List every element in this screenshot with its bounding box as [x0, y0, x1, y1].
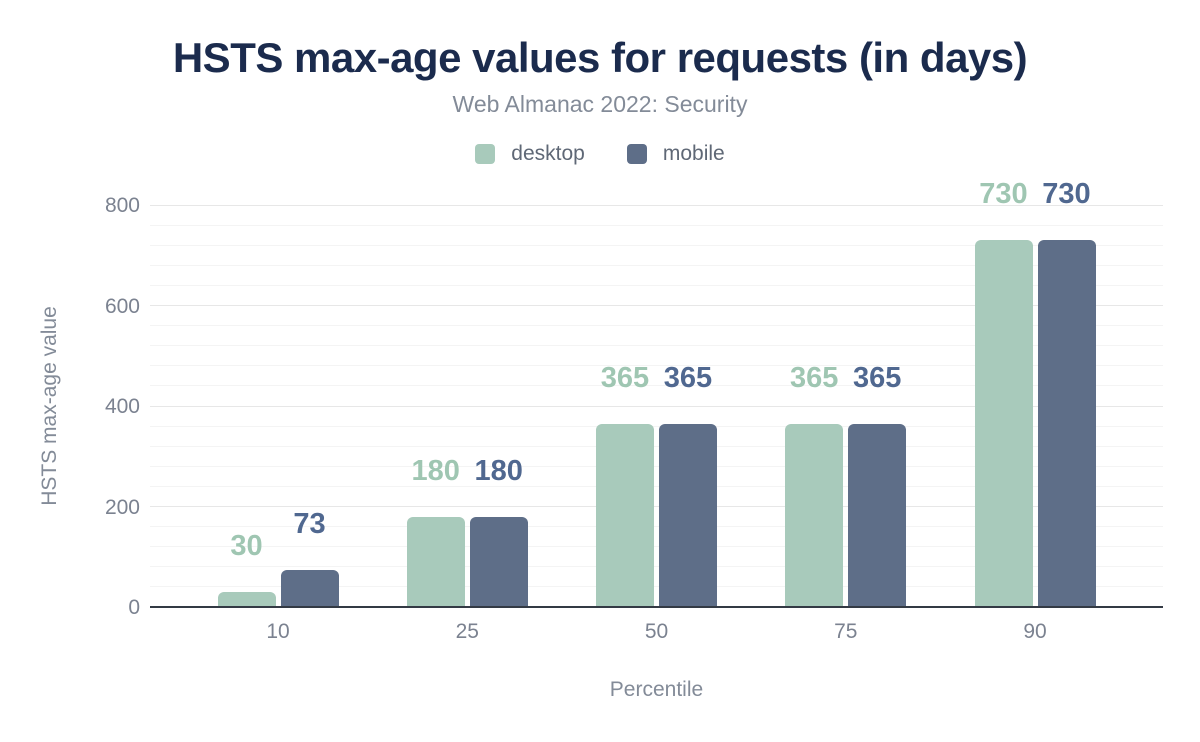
minor-gridline — [150, 586, 1163, 588]
bar-value-label-desktop-p90: 730 — [979, 178, 1028, 211]
minor-gridline — [150, 485, 1163, 487]
major-gridline — [150, 305, 1163, 306]
minor-gridline — [150, 546, 1163, 548]
bar-value-label-mobile-p75: 365 — [853, 361, 902, 394]
bar-value-label-mobile-p90: 730 — [1042, 178, 1091, 211]
major-gridline — [150, 506, 1163, 507]
major-gridline — [150, 204, 1163, 206]
minor-gridline — [150, 264, 1163, 266]
y-tick-label: 400 — [104, 395, 140, 418]
bar-desktop-p25[interactable] — [406, 516, 465, 607]
minor-gridline — [150, 325, 1163, 327]
legend-label-mobile: mobile — [662, 142, 725, 165]
major-gridline — [150, 405, 1163, 407]
minor-gridline — [150, 526, 1163, 528]
legend-swatch-mobile — [626, 144, 647, 164]
bar-mobile-p10[interactable] — [280, 570, 339, 607]
bar-value-label-desktop-p10: 30 — [230, 529, 263, 562]
bar-value-label-desktop-p50: 365 — [600, 361, 650, 394]
bar-desktop-p50[interactable] — [596, 423, 654, 607]
legend-swatch-desktop — [475, 144, 496, 164]
bar-desktop-p10[interactable] — [217, 591, 276, 607]
x-tick-label: 75 — [834, 620, 858, 643]
bar-value-label-mobile-p10: 73 — [293, 508, 326, 541]
minor-gridline — [150, 365, 1163, 367]
bar-value-label-desktop-p25: 180 — [411, 454, 460, 487]
legend: desktop mobile — [0, 142, 1200, 166]
y-tick-label: 600 — [104, 294, 140, 318]
bar-value-label-desktop-p75: 365 — [790, 361, 839, 394]
minor-gridline — [150, 385, 1163, 387]
x-axis-line — [150, 606, 1163, 608]
x-axis-title: Percentile — [609, 678, 704, 701]
plot-area: 30 73 10 180 180 25 365 365 50 365 365 75 730 730 90 — [150, 180, 1163, 642]
chart-title: HSTS max-age values for requests (in day… — [172, 34, 1028, 81]
bar-desktop-p75[interactable] — [785, 423, 844, 607]
bar-mobile-p50[interactable] — [659, 423, 717, 607]
minor-gridline — [150, 345, 1163, 347]
chart-subtitle: Web Almanac 2022: Security — [452, 91, 748, 117]
minor-gridline — [150, 445, 1163, 447]
bar-mobile-p25[interactable] — [469, 516, 528, 607]
y-tick-label: 800 — [104, 194, 140, 217]
bar-value-label-mobile-p25: 180 — [474, 454, 523, 487]
legend-label-desktop: desktop — [511, 142, 585, 165]
bar-mobile-p90[interactable] — [1037, 240, 1096, 607]
minor-gridline — [150, 465, 1163, 467]
minor-gridline — [150, 224, 1163, 226]
x-tick-label: 25 — [455, 620, 479, 643]
bar-mobile-p75[interactable] — [848, 423, 907, 607]
y-tick-label: 200 — [104, 495, 140, 519]
bar-value-label-mobile-p50: 365 — [663, 361, 713, 394]
minor-gridline — [150, 566, 1163, 568]
minor-gridline — [150, 284, 1163, 286]
minor-gridline — [150, 425, 1163, 427]
legend-item-desktop: desktop — [475, 142, 585, 166]
y-tick-label: 0 — [128, 596, 140, 619]
x-tick-label: 90 — [1023, 620, 1047, 643]
legend-item-mobile: mobile — [626, 142, 725, 166]
x-tick-label: 50 — [644, 620, 669, 643]
minor-gridline — [150, 244, 1163, 246]
bar-desktop-p90[interactable] — [974, 240, 1033, 607]
x-tick-label: 10 — [266, 620, 290, 643]
